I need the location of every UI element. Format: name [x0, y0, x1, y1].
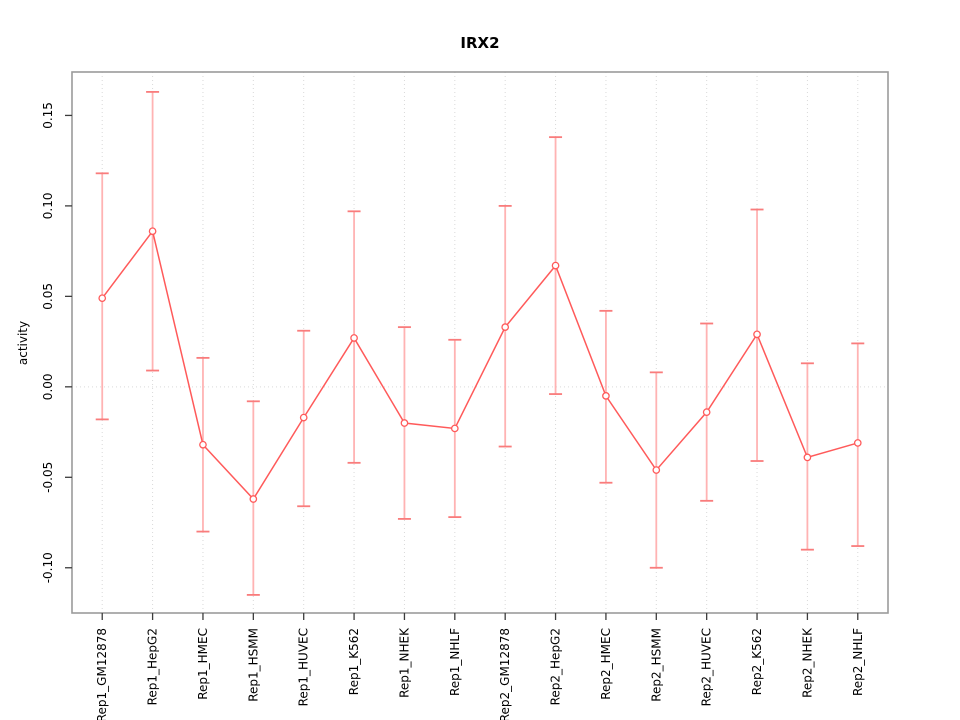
chart-title: IRX2 [460, 34, 499, 52]
data-point-Rep1_HepG2 [148, 227, 157, 236]
x-tick-label: Rep1_HUVEC [297, 628, 311, 706]
x-tick-label: Rep2_HepG2 [549, 628, 563, 705]
x-tick-label: Rep2_NHEK [800, 627, 814, 698]
x-tick-label: Rep1_HepG2 [146, 628, 160, 705]
series-line-layer [101, 229, 858, 501]
data-points-layer [98, 227, 862, 503]
x-tick-label: Rep2_HMEC [599, 628, 613, 700]
data-point-Rep1_HMEC [199, 440, 207, 449]
data-point-Rep2_HSMM [652, 466, 661, 474]
x-tick-label: Rep2_GM12878 [498, 628, 512, 720]
x-tick-label: Rep2_HSMM [649, 628, 663, 702]
x-tick-label: Rep1_HSMM [246, 628, 260, 702]
y-tick-label: 0.00 [41, 373, 55, 400]
data-point-Rep2_GM12878 [501, 323, 510, 331]
data-point-Rep2_NHLF [853, 439, 862, 447]
x-tick-label: Rep1_K562 [347, 628, 361, 695]
error-bars-layer [95, 91, 865, 596]
x-tick-label: Rep2_NHLF [851, 628, 865, 696]
y-tick-label: -0.05 [41, 462, 55, 493]
y-tick-label: -0.10 [41, 552, 55, 583]
data-point-Rep1_HSMM [249, 495, 258, 503]
data-point-Rep2_HepG2 [551, 261, 560, 270]
data-point-Rep2_NHEK [803, 453, 812, 462]
y-tick-label: 0.15 [41, 102, 55, 129]
data-point-Rep1_K562 [350, 334, 358, 342]
plot-frame-layer [71, 71, 889, 614]
axis-ticks-layer [65, 114, 859, 620]
y-tick-label: 0.10 [41, 193, 55, 220]
gridlines-layer [72, 72, 888, 613]
x-tick-label: Rep2_HUVEC [700, 628, 714, 706]
x-tick-label: Rep2_K562 [750, 628, 764, 695]
data-point-Rep1_NHEK [400, 419, 409, 427]
x-tick-label: Rep1_GM12878 [95, 628, 109, 720]
data-point-Rep1_HUVEC [299, 413, 308, 422]
y-axis-title: activity [16, 321, 30, 365]
data-point-Rep1_NHLF [450, 424, 459, 433]
data-point-Rep2_HMEC [602, 392, 610, 400]
plot-border [71, 71, 889, 614]
data-point-Rep2_HUVEC [702, 408, 711, 417]
x-tick-label: Rep1_NHEK [397, 627, 411, 698]
series-line [101, 229, 858, 501]
data-point-Rep2_K562 [753, 330, 761, 339]
data-point-Rep1_GM12878 [98, 294, 107, 303]
x-tick-label: Rep1_NHLF [448, 628, 462, 696]
y-tick-label: 0.05 [41, 283, 55, 310]
x-tick-label: Rep1_HMEC [196, 628, 210, 700]
axis-labels-layer: -0.10 -0.05 0.00 0.05 0.10 0.15 Rep1_GM12878 Re… [41, 102, 865, 720]
